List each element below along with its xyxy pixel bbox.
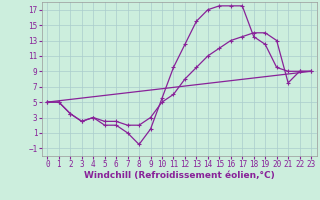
X-axis label: Windchill (Refroidissement éolien,°C): Windchill (Refroidissement éolien,°C) xyxy=(84,171,275,180)
